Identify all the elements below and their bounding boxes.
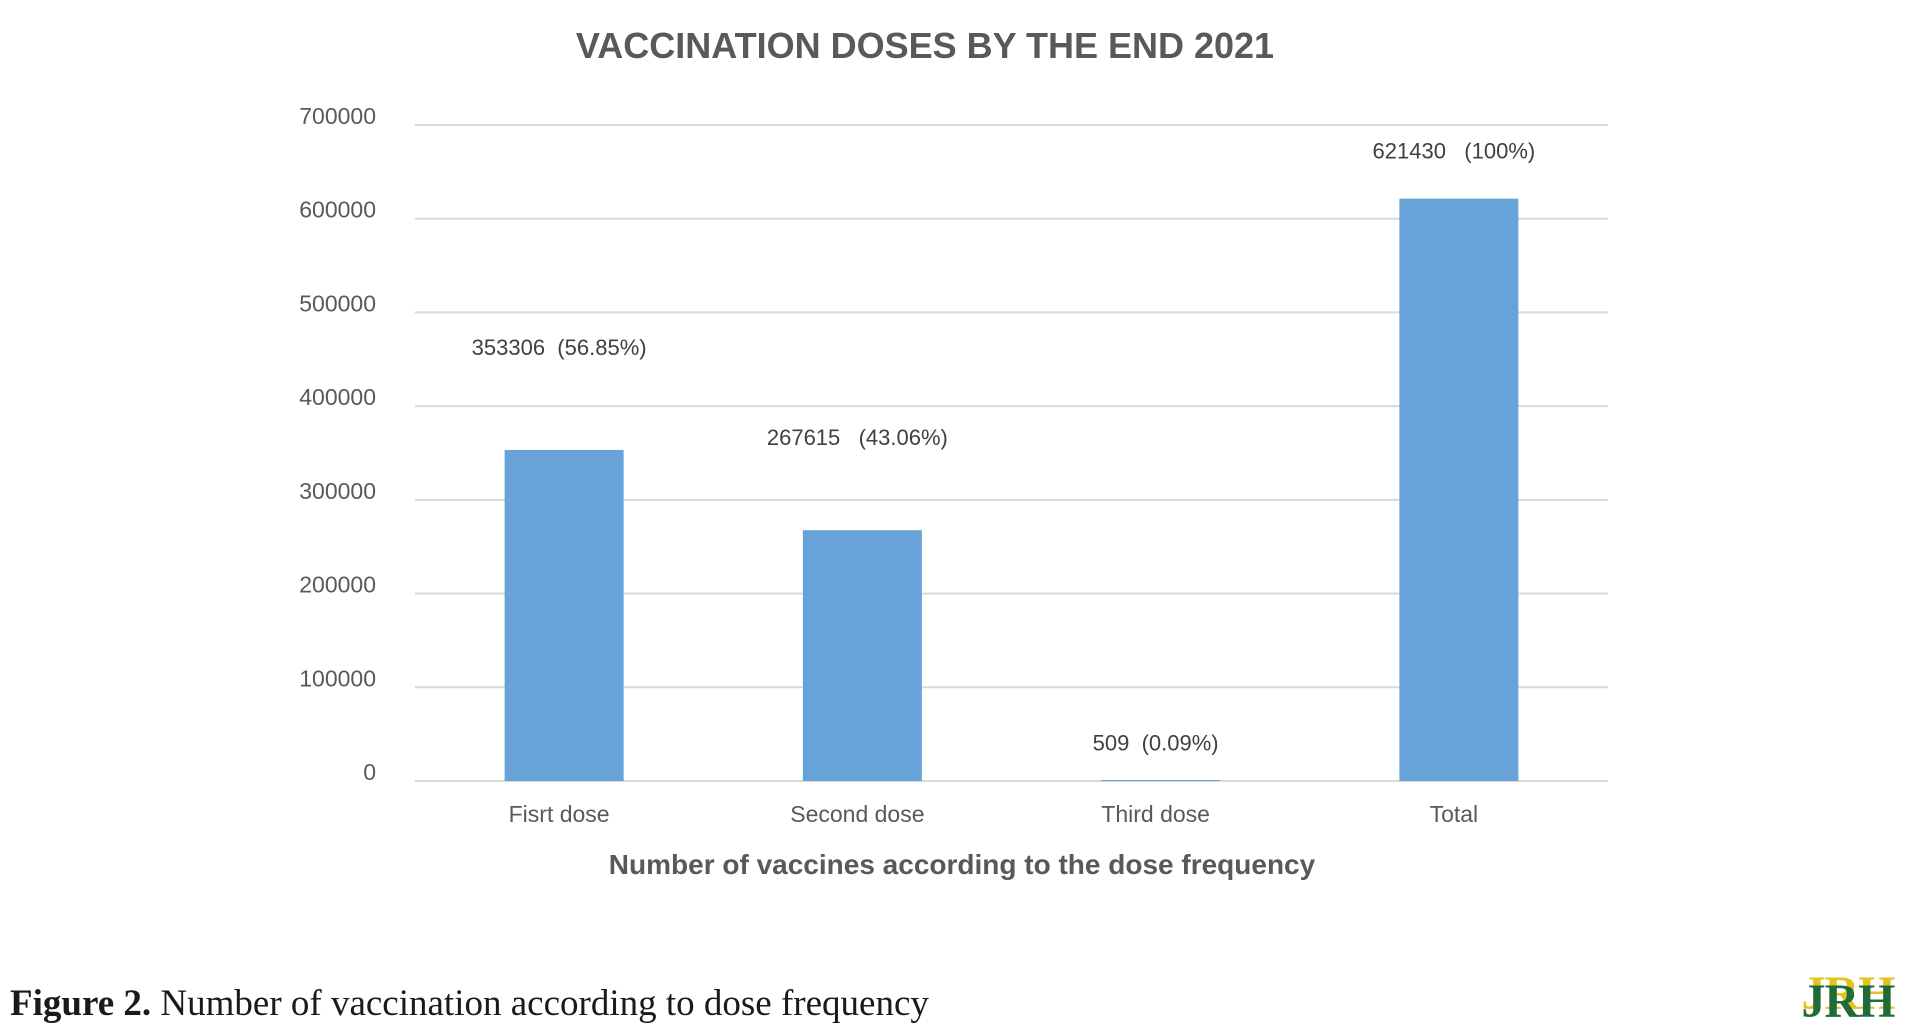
y-tick-label: 700000 bbox=[299, 103, 376, 129]
x-axis-title: Number of vaccines according to the dose… bbox=[609, 849, 1316, 880]
x-tick-label: Third dose bbox=[1101, 801, 1210, 827]
jrh-logo: JRH bbox=[1793, 974, 1903, 1028]
y-tick-label: 300000 bbox=[299, 478, 376, 504]
bar bbox=[802, 530, 922, 781]
x-axis-ticks: Fisrt dose Second dose Third dose Total bbox=[509, 801, 1479, 827]
y-axis-ticks: 0 100000 200000 300000 400000 500000 600000 700… bbox=[299, 103, 376, 785]
bar-chart: VACCINATION DOSES BY THE END 2021 0 10000… bbox=[299, 25, 1608, 880]
y-tick-label: 500000 bbox=[299, 290, 376, 316]
figure-caption: Figure 2. Number of vaccination accordin… bbox=[10, 982, 929, 1025]
figure-caption-label: Figure 2. bbox=[10, 983, 152, 1024]
y-tick-label: 100000 bbox=[299, 665, 376, 691]
jrh-logo-text: JRH bbox=[1801, 974, 1896, 1028]
bars bbox=[504, 198, 1519, 781]
y-tick-label: 400000 bbox=[299, 384, 376, 410]
x-tick-label: Total bbox=[1430, 801, 1479, 827]
bar bbox=[1101, 780, 1221, 781]
data-labels: 353306 (56.85%) 267615 (43.06%) 509 (0.09%… bbox=[472, 139, 1536, 756]
y-tick-label: 200000 bbox=[299, 572, 376, 598]
data-label: 267615 (43.06%) bbox=[767, 425, 948, 450]
data-label: 509 (0.09%) bbox=[1093, 731, 1219, 756]
data-label: 621430 (100%) bbox=[1373, 139, 1536, 164]
chart-title: VACCINATION DOSES BY THE END 2021 bbox=[576, 25, 1274, 66]
y-tick-label: 0 bbox=[363, 759, 376, 785]
bar bbox=[1399, 198, 1519, 781]
x-tick-label: Second dose bbox=[790, 801, 924, 827]
y-tick-label: 600000 bbox=[299, 197, 376, 223]
x-tick-label: Fisrt dose bbox=[509, 801, 610, 827]
bar bbox=[504, 449, 624, 781]
data-label: 353306 (56.85%) bbox=[472, 335, 647, 360]
figure-caption-text: Number of vaccination according to dose … bbox=[151, 983, 929, 1024]
